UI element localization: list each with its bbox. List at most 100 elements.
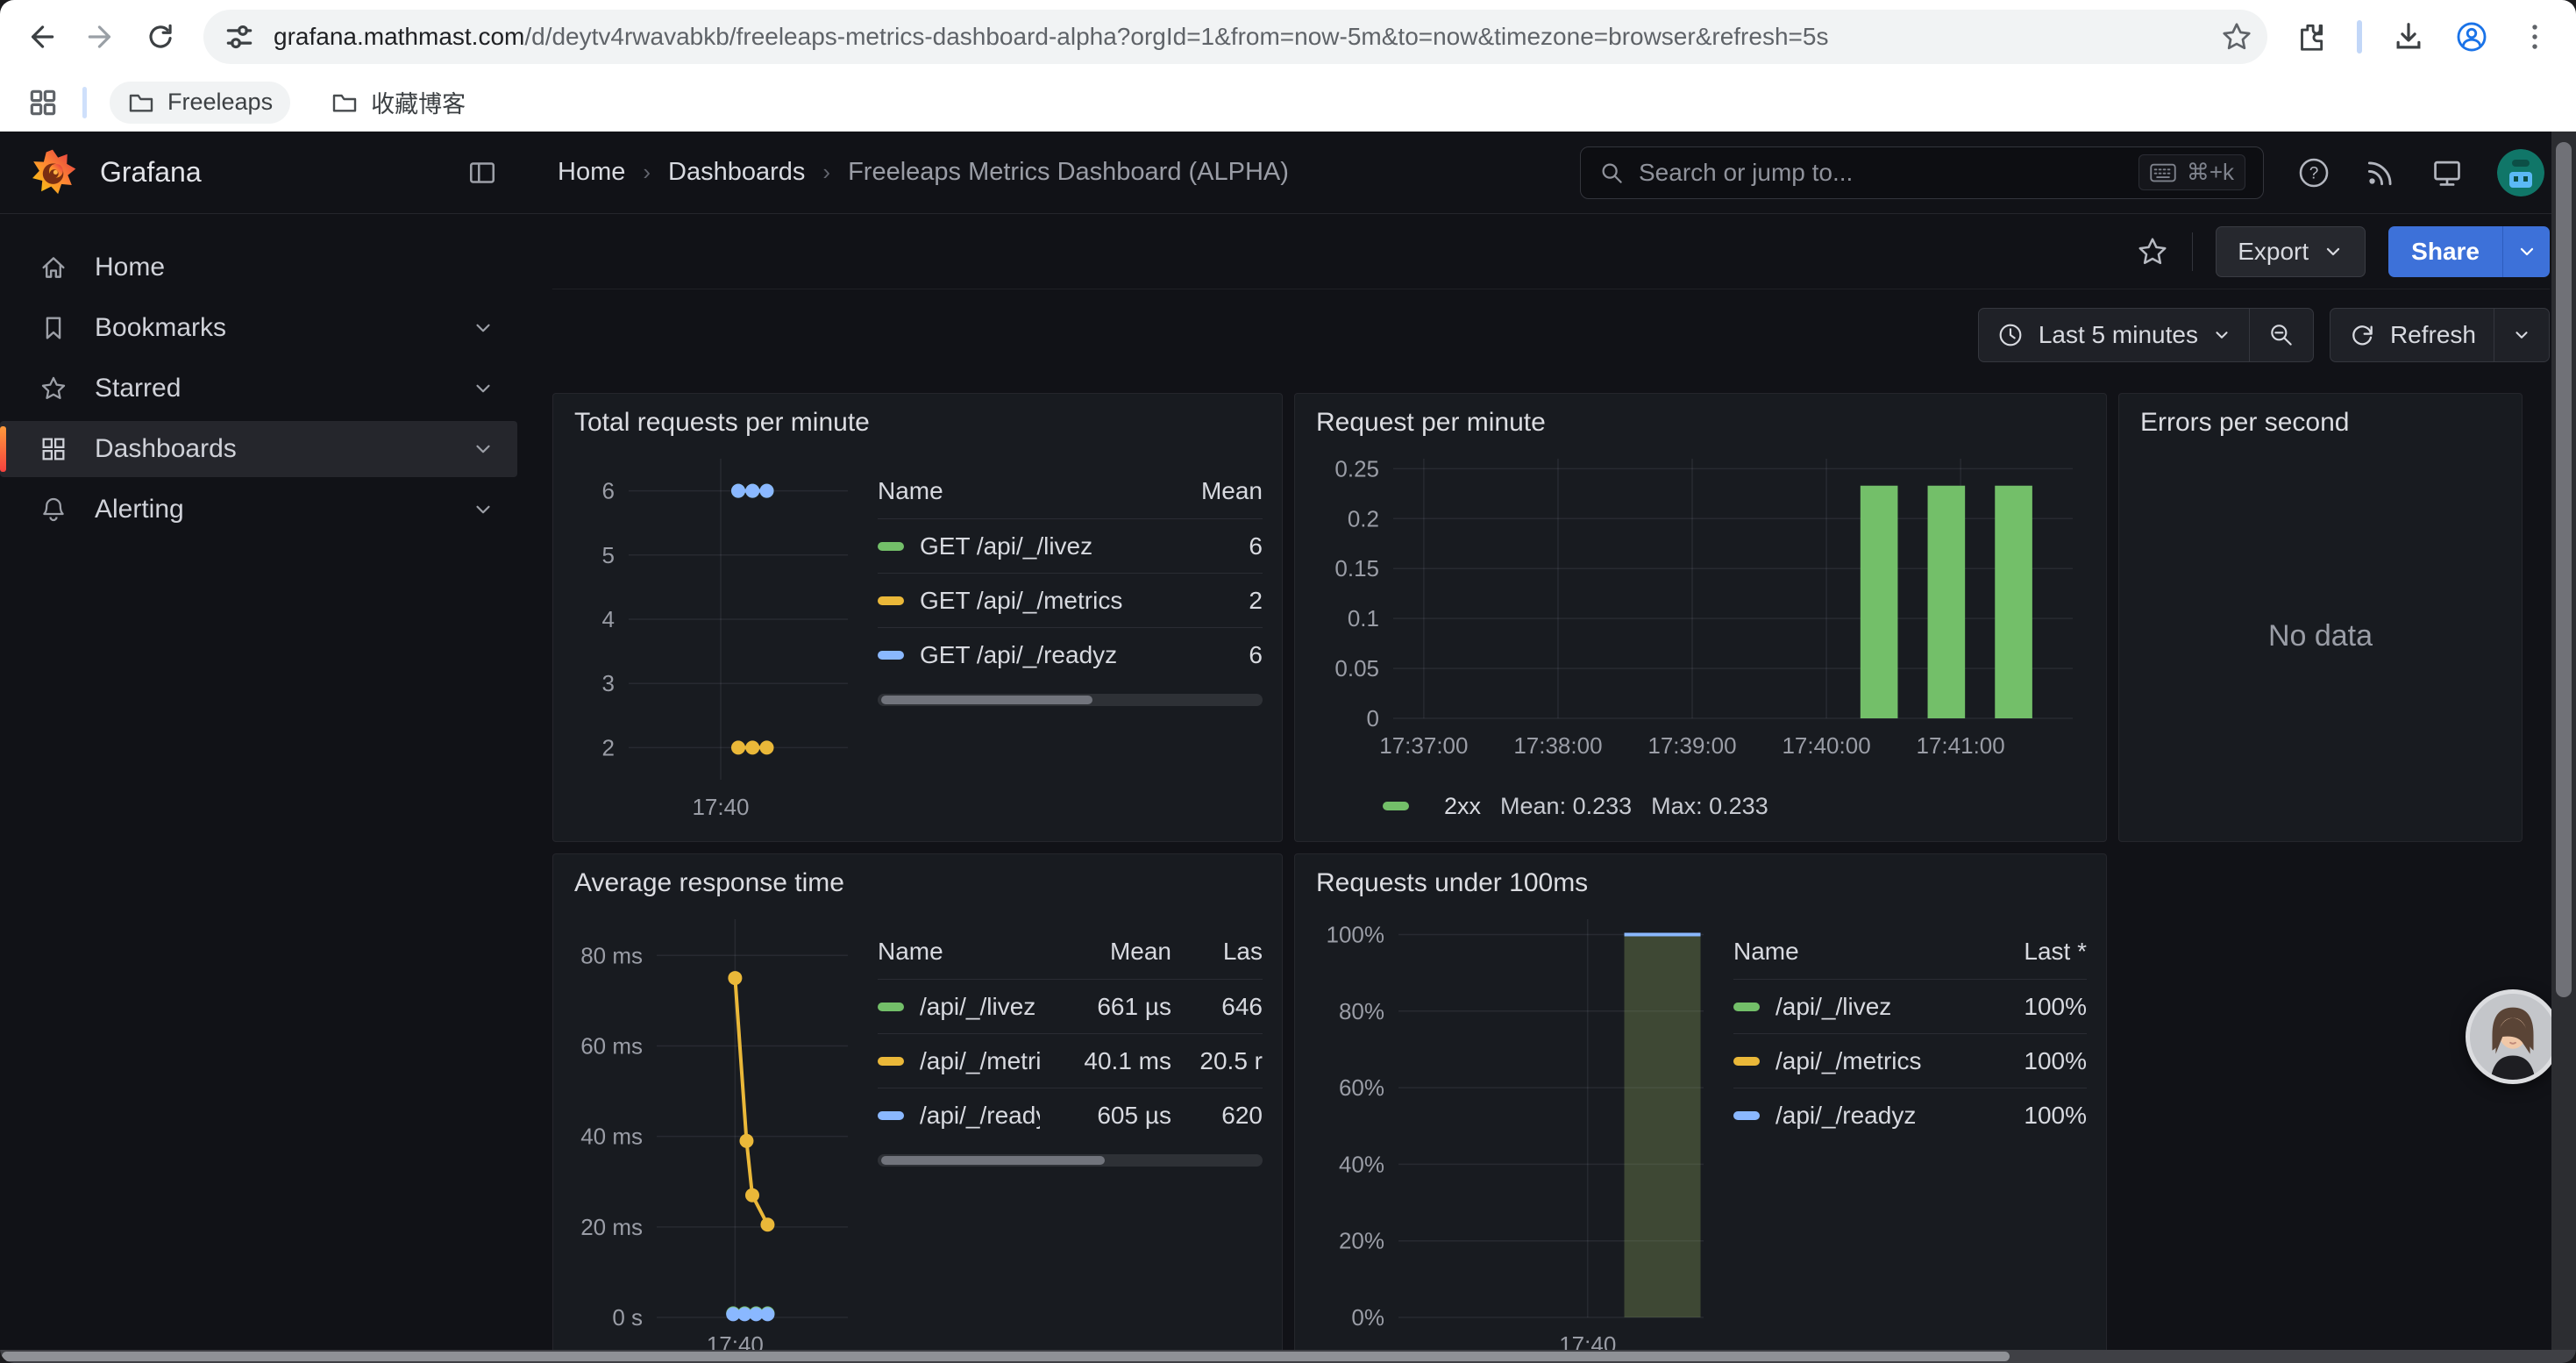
legend-swatch bbox=[878, 541, 904, 551]
breadcrumb-home[interactable]: Home bbox=[558, 158, 626, 186]
grafana-logo[interactable] bbox=[28, 148, 77, 197]
legend-row[interactable]: GET /api/_/livez 6 bbox=[878, 518, 1263, 573]
url-bar[interactable]: grafana.mathmast.com/d/deytv4rwavabkb/fr… bbox=[203, 10, 2267, 64]
legend-row[interactable]: GET /api/_/metrics 2 bbox=[878, 573, 1263, 627]
extensions-icon[interactable] bbox=[2294, 20, 2327, 54]
legend-row[interactable]: /api/_/livez 661 µs 646 bbox=[878, 979, 1263, 1033]
chevron-down-icon bbox=[2216, 332, 2228, 339]
legend-series-name: 2xx bbox=[1444, 792, 1482, 819]
panel-average-response-time: Average response time 80 ms 60 ms 40 ms 20 … bbox=[552, 853, 1283, 1363]
legend-value: 100% bbox=[2024, 1046, 2087, 1074]
legend-row[interactable]: GET /api/_/readyz 6 bbox=[878, 627, 1263, 682]
toolbar-divider bbox=[2357, 20, 2362, 54]
legend-series-name: /api/_/livez bbox=[878, 993, 1040, 1021]
legend-scrollbar[interactable] bbox=[878, 1154, 1263, 1167]
total-requests-legend-table: Name Mean GET /api/_/livez 6 GET /api/_/metr… bbox=[878, 464, 1263, 829]
browser-toolbar: grafana.mathmast.com/d/deytv4rwavabkb/fr… bbox=[0, 0, 2576, 74]
share-menu-button[interactable] bbox=[2502, 225, 2550, 277]
time-range-picker[interactable]: Last 5 minutes bbox=[1979, 309, 2249, 361]
search-input[interactable]: Search or jump to... ⌘+k bbox=[1580, 146, 2264, 199]
legend-row[interactable]: /api/_/metrics 100% bbox=[1733, 1033, 2087, 1088]
sidebar-item-dashboards[interactable]: Dashboards bbox=[0, 421, 517, 477]
export-button[interactable]: Export bbox=[2216, 225, 2366, 277]
bookmark-folder-blogs[interactable]: 收藏博客 bbox=[313, 78, 483, 126]
bookmark-folder-freeleaps[interactable]: Freeleaps bbox=[110, 81, 291, 124]
floating-assistant-avatar[interactable] bbox=[2466, 989, 2560, 1084]
sidebar-item-starred[interactable]: Starred bbox=[0, 360, 517, 417]
legend-column-header[interactable]: Name bbox=[878, 477, 943, 504]
sidebar-item-home[interactable]: Home bbox=[0, 239, 517, 296]
dashboard-actions: Export Share bbox=[552, 214, 2550, 289]
legend-value: 6 bbox=[1249, 532, 1263, 560]
svg-text:0.15: 0.15 bbox=[1334, 555, 1379, 582]
vertical-scrollbar-thumb[interactable] bbox=[2556, 142, 2572, 997]
zoom-out-button[interactable] bbox=[2250, 309, 2313, 361]
share-split-button: Share bbox=[2388, 225, 2550, 277]
refresh-button[interactable]: Refresh bbox=[2330, 309, 2494, 361]
sidebar-item-alerting[interactable]: Alerting bbox=[0, 482, 517, 538]
requests-under-100ms-legend-table: Name Last */api/_/livez 100%/api/_/metrics… bbox=[1733, 924, 2087, 1363]
bell-icon bbox=[43, 497, 64, 522]
back-icon[interactable] bbox=[25, 20, 58, 54]
legend-column-header[interactable]: Mean bbox=[1200, 477, 1263, 504]
dashboard-main: Export Share Last 5 minutes bbox=[526, 214, 2576, 1363]
sidebar-item-label: Bookmarks bbox=[95, 313, 227, 342]
refresh-interval-button[interactable] bbox=[2494, 309, 2549, 361]
panel-title[interactable]: Request per minute bbox=[1316, 408, 1546, 437]
legend-row[interactable]: /api/_/readyz 605 µs 620 bbox=[878, 1088, 1263, 1142]
apps-grid-icon[interactable] bbox=[26, 86, 60, 119]
favorite-star-icon[interactable] bbox=[2136, 235, 2169, 268]
news-rss-icon[interactable] bbox=[2364, 156, 2397, 189]
legend-column-header[interactable]: Last * bbox=[2024, 938, 2087, 965]
sidebar: Home Bookmarks Starred Dashboards bbox=[0, 214, 526, 1363]
svg-text:0 s: 0 s bbox=[612, 1304, 643, 1331]
site-settings-icon[interactable] bbox=[223, 20, 256, 54]
average-response-time-chart[interactable]: 80 ms 60 ms 40 ms 20 ms 0 s 17:40 bbox=[573, 903, 862, 1363]
sidebar-item-label: Dashboards bbox=[95, 434, 237, 463]
sidebar-toggle-icon[interactable] bbox=[466, 157, 498, 189]
breadcrumb-dashboards[interactable]: Dashboards bbox=[668, 158, 806, 186]
request-per-minute-chart[interactable]: 0.25 0.2 0.15 0.1 0.05 0 17:37:00 17:38:00 17:39… bbox=[1314, 443, 2087, 767]
legend-scrollbar[interactable] bbox=[878, 694, 1263, 706]
legend-row[interactable]: /api/_/readyz 100% bbox=[1733, 1088, 2087, 1142]
chevron-down-icon[interactable] bbox=[472, 498, 495, 521]
horizontal-scrollbar-thumb[interactable] bbox=[2, 1352, 2010, 1361]
panel-total-requests: Total requests per minute 6 5 4 3 2 17:40 Nam… bbox=[552, 393, 1283, 842]
legend-row[interactable]: /api/_/metrics 40.1 ms 20.5 r bbox=[878, 1033, 1263, 1088]
legend-swatch bbox=[1733, 1056, 1760, 1066]
svg-text:0%: 0% bbox=[1351, 1304, 1384, 1331]
horizontal-scrollbar-track[interactable] bbox=[0, 1350, 2576, 1363]
sidebar-item-bookmarks[interactable]: Bookmarks bbox=[0, 300, 517, 356]
profile-icon[interactable] bbox=[2455, 20, 2488, 54]
bookmarks-bar: Freeleaps 收藏博客 bbox=[0, 74, 2576, 132]
legend-column-header[interactable]: Name bbox=[1733, 938, 1799, 965]
reload-icon[interactable] bbox=[144, 20, 177, 54]
legend-column-header[interactable]: Las bbox=[1222, 938, 1263, 965]
monitor-icon[interactable] bbox=[2430, 156, 2464, 189]
legend-row[interactable]: /api/_/livez 100% bbox=[1733, 979, 2087, 1033]
panel-title[interactable]: Requests under 100ms bbox=[1316, 868, 1589, 897]
menu-kebab-icon[interactable] bbox=[2518, 20, 2551, 54]
chevron-down-icon[interactable] bbox=[472, 438, 495, 460]
legend-column-header[interactable]: Name bbox=[878, 938, 943, 965]
forward-icon[interactable] bbox=[84, 20, 117, 54]
download-icon[interactable] bbox=[2392, 20, 2425, 54]
request-per-minute-legend[interactable]: 2xx Mean: 0.233 Max: 0.233 bbox=[1314, 783, 2087, 829]
requests-under-100ms-chart[interactable]: 100% 80% 60% 40% 20% 0% 17:40 bbox=[1314, 903, 1718, 1363]
svg-text:17:40:00: 17:40:00 bbox=[1782, 732, 1870, 759]
nav-right: Home › Dashboards › Freeleaps Metrics Da… bbox=[526, 132, 2576, 213]
legend-series-name: /api/_/metrics bbox=[1733, 1047, 1955, 1075]
total-requests-chart[interactable]: 6 5 4 3 2 17:40 bbox=[573, 443, 862, 829]
legend-column-header[interactable]: Mean bbox=[1109, 938, 1171, 965]
chevron-down-icon[interactable] bbox=[472, 317, 495, 339]
panel-title[interactable]: Total requests per minute bbox=[574, 408, 870, 437]
sidebar-item-label: Alerting bbox=[95, 495, 184, 524]
help-icon[interactable]: ? bbox=[2297, 156, 2330, 189]
bookmark-star-icon[interactable] bbox=[2220, 20, 2253, 54]
panel-title[interactable]: Average response time bbox=[574, 868, 844, 897]
chevron-down-icon[interactable] bbox=[472, 377, 495, 400]
panel-title[interactable]: Errors per second bbox=[2140, 408, 2350, 437]
legend-series-name: /api/_/metrics bbox=[878, 1047, 1040, 1075]
share-button[interactable]: Share bbox=[2388, 225, 2502, 277]
user-avatar[interactable] bbox=[2497, 148, 2544, 196]
